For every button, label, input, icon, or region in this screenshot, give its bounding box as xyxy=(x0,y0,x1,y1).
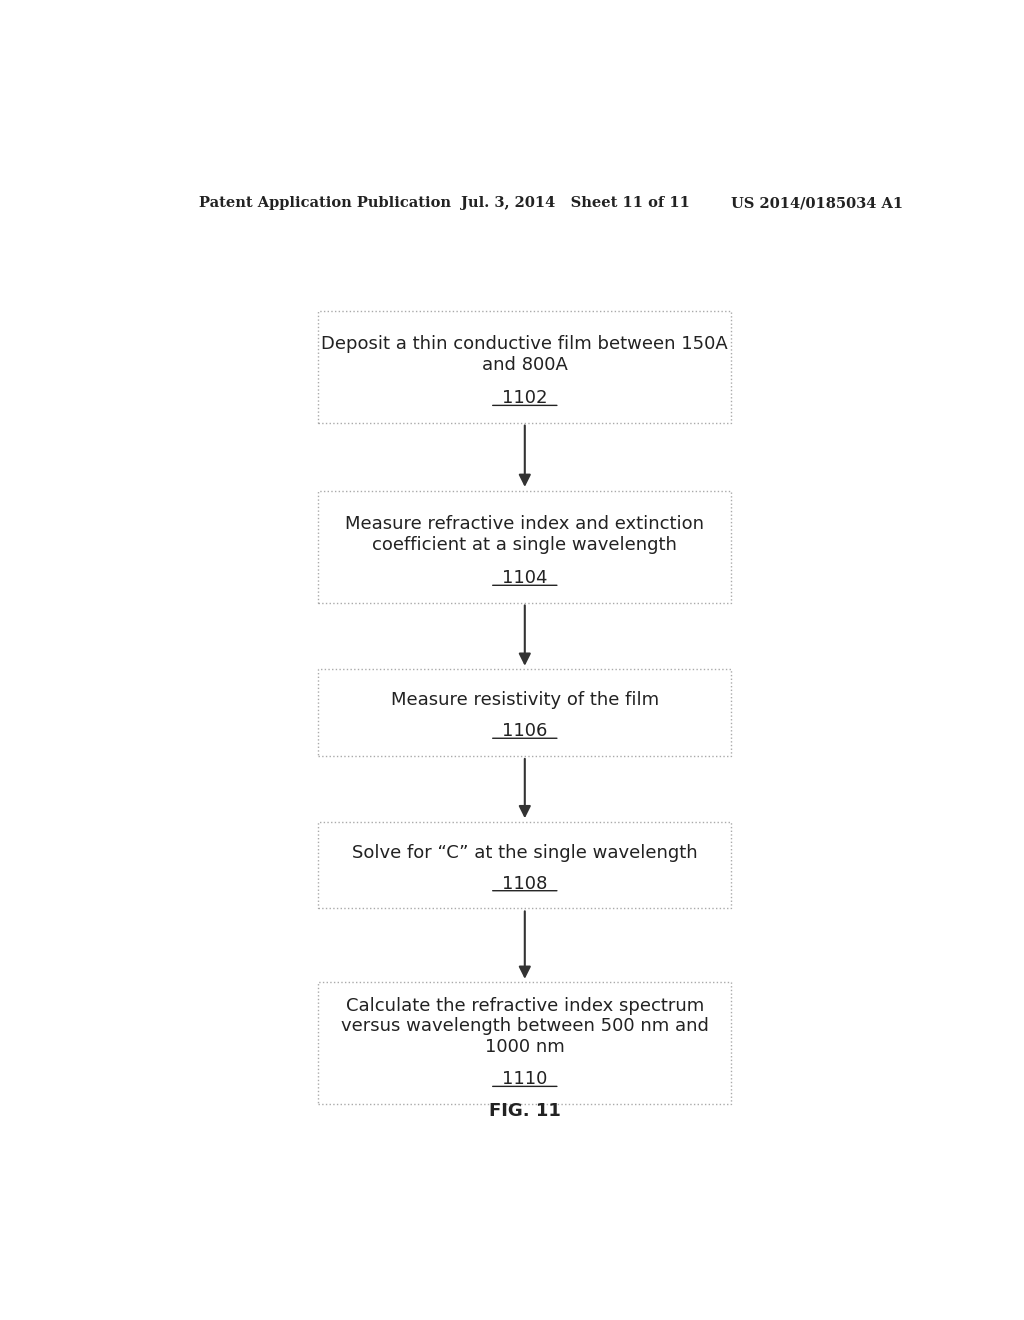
FancyBboxPatch shape xyxy=(318,982,731,1104)
Text: Solve for “C” at the single wavelength: Solve for “C” at the single wavelength xyxy=(352,843,697,862)
Text: 1102: 1102 xyxy=(502,389,548,408)
FancyBboxPatch shape xyxy=(318,669,731,755)
Text: Patent Application Publication: Patent Application Publication xyxy=(200,195,452,210)
Text: Measure refractive index and extinction
coefficient at a single wavelength: Measure refractive index and extinction … xyxy=(345,515,705,554)
FancyBboxPatch shape xyxy=(318,821,731,908)
Text: Deposit a thin conductive film between 150A
and 800A: Deposit a thin conductive film between 1… xyxy=(322,335,728,374)
Text: 1104: 1104 xyxy=(502,569,548,587)
FancyBboxPatch shape xyxy=(318,312,731,422)
Text: 1108: 1108 xyxy=(502,875,548,892)
Text: 1106: 1106 xyxy=(502,722,548,741)
Text: FIG. 11: FIG. 11 xyxy=(488,1102,561,1119)
FancyBboxPatch shape xyxy=(318,491,731,602)
Text: Measure resistivity of the film: Measure resistivity of the film xyxy=(391,692,658,709)
Text: Jul. 3, 2014   Sheet 11 of 11: Jul. 3, 2014 Sheet 11 of 11 xyxy=(461,195,690,210)
Text: Calculate the refractive index spectrum
versus wavelength between 500 nm and
100: Calculate the refractive index spectrum … xyxy=(341,997,709,1056)
Text: 1110: 1110 xyxy=(502,1071,548,1088)
Text: US 2014/0185034 A1: US 2014/0185034 A1 xyxy=(731,195,903,210)
